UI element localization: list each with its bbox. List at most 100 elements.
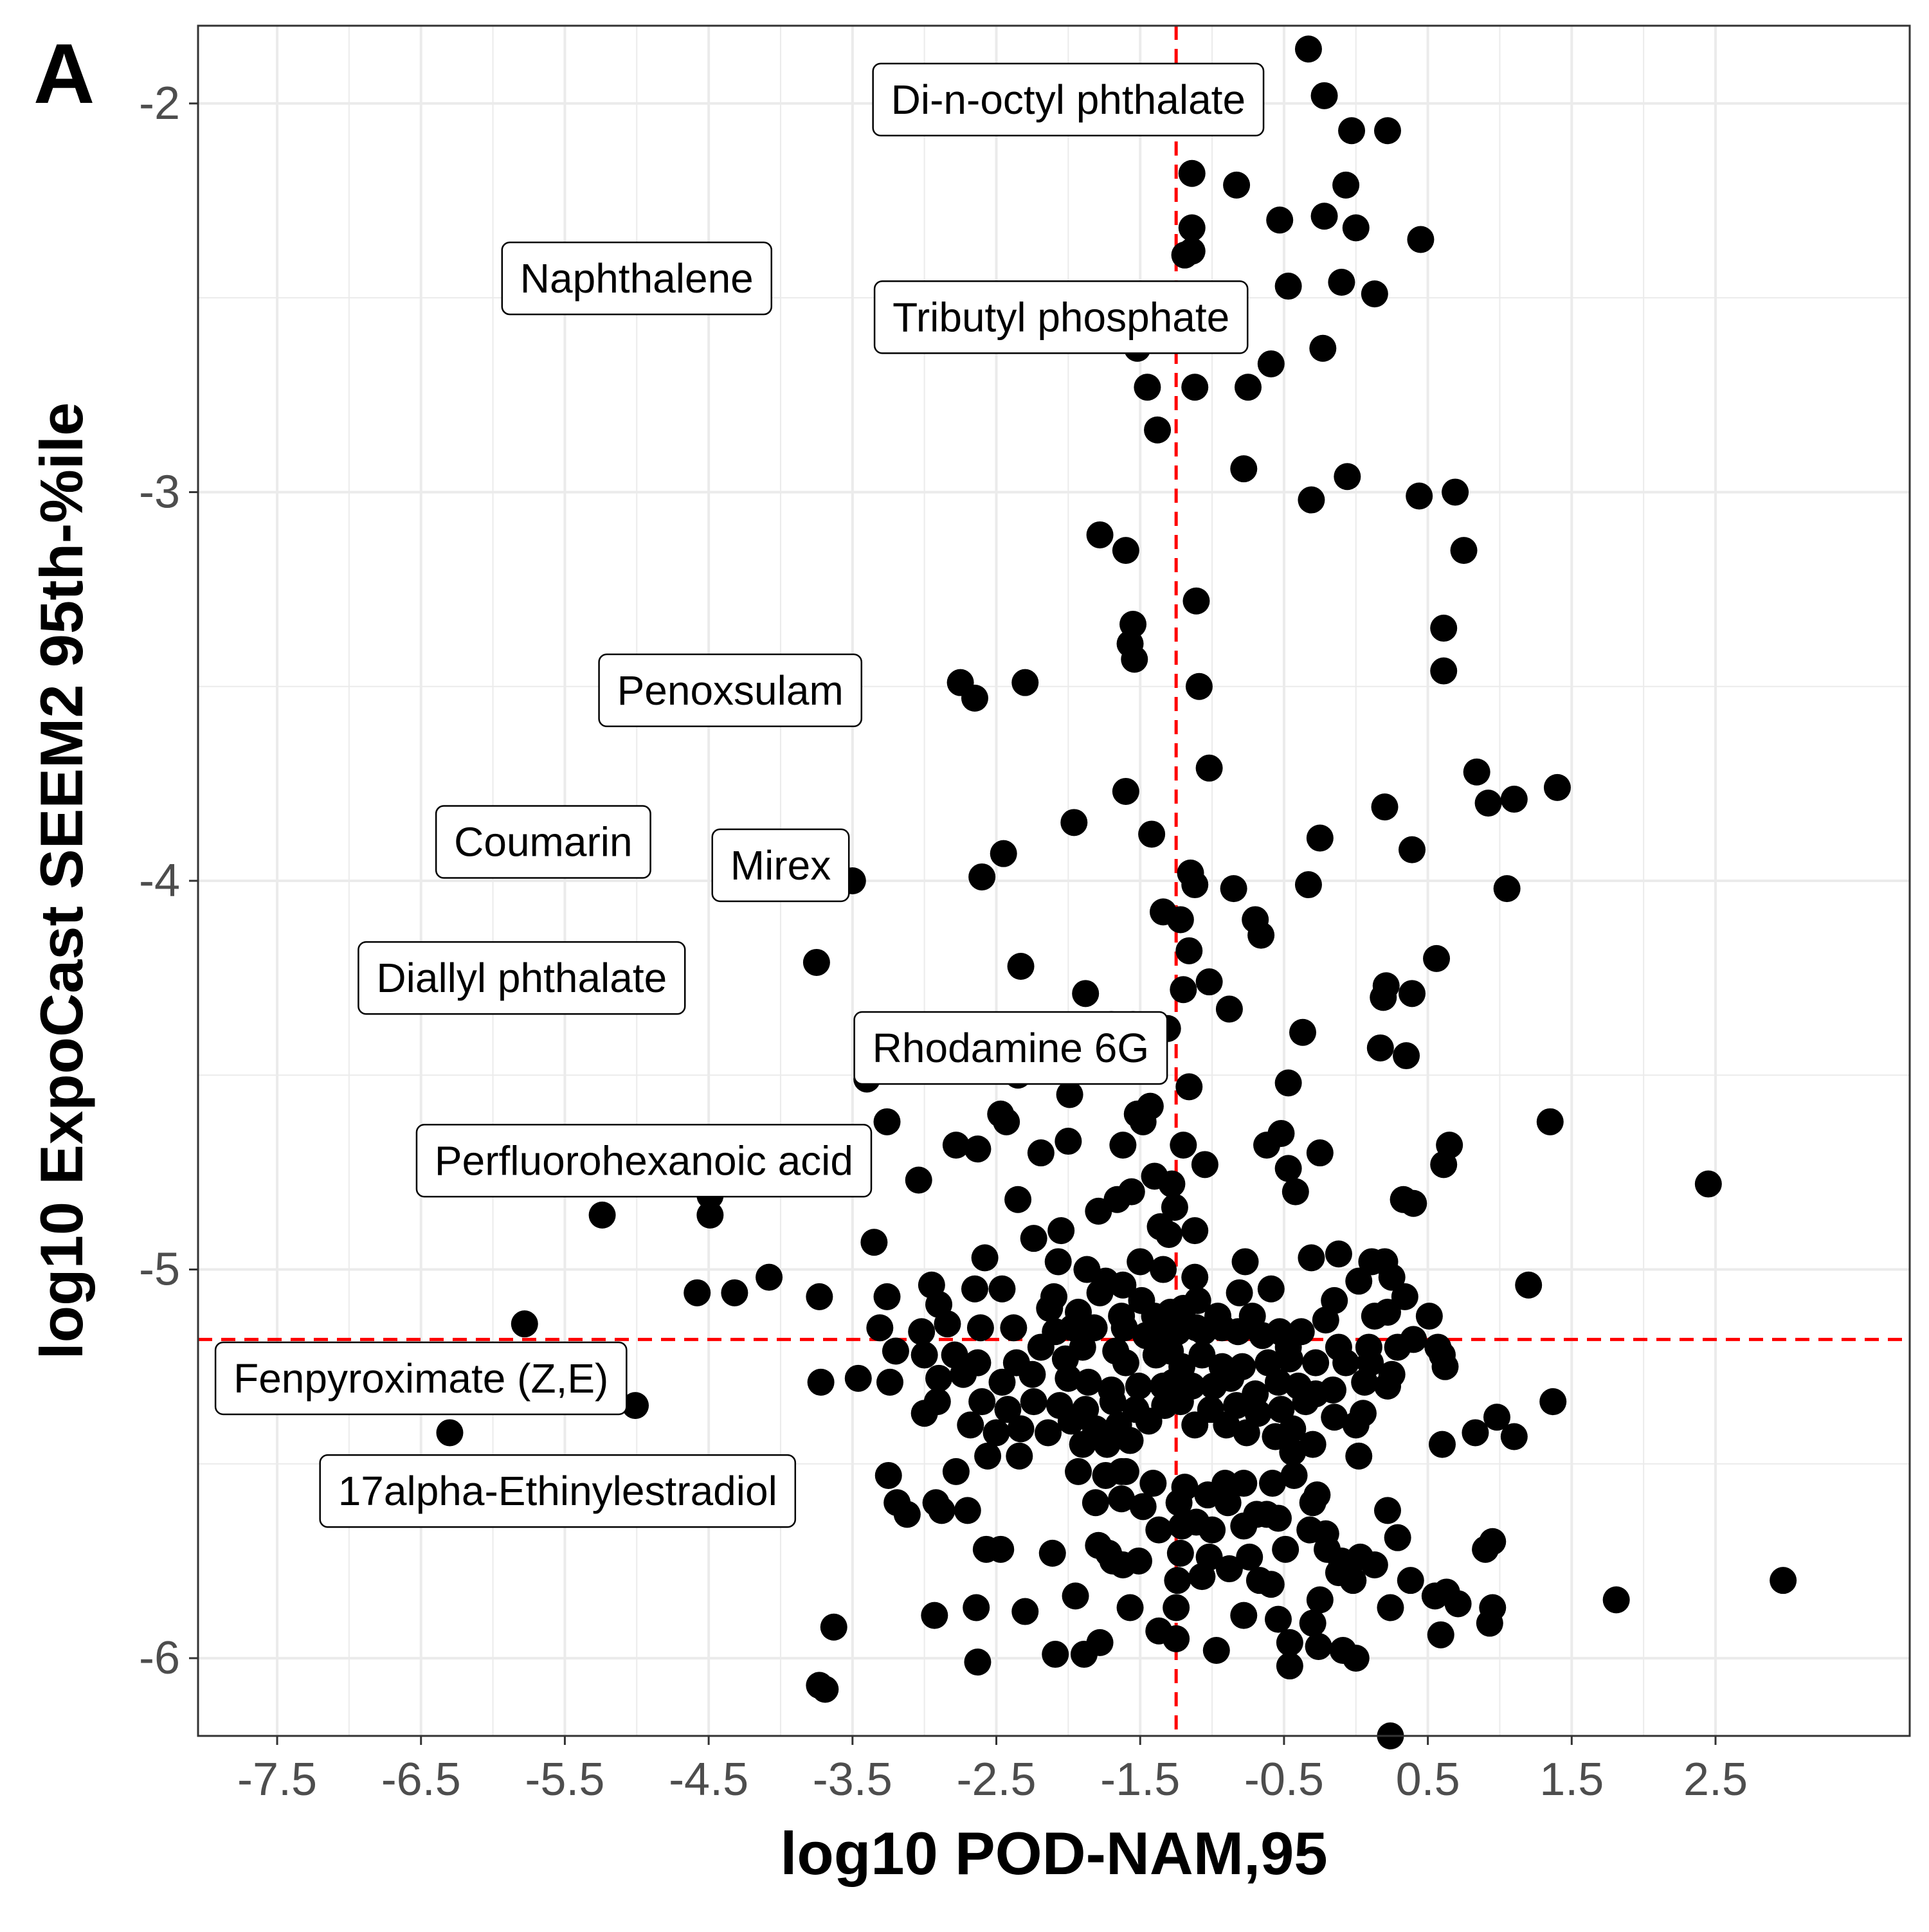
data-point	[436, 1419, 464, 1447]
data-point	[1400, 1326, 1427, 1353]
data-point	[1181, 1217, 1209, 1245]
data-point	[1223, 171, 1251, 199]
data-point	[1145, 1617, 1173, 1645]
data-point	[866, 1314, 894, 1342]
data-point	[1164, 1567, 1191, 1594]
data-point	[1112, 537, 1139, 564]
data-point	[1178, 159, 1206, 187]
data-point	[1055, 1128, 1082, 1155]
data-point	[1020, 1388, 1047, 1416]
x-tick-label: -5.5	[525, 1754, 604, 1805]
data-point	[1406, 482, 1433, 510]
data-point	[820, 1613, 847, 1641]
data-point	[1310, 82, 1338, 109]
data-point	[1185, 673, 1213, 700]
data-point	[1086, 521, 1114, 548]
data-point	[1035, 1419, 1062, 1447]
data-point	[1215, 995, 1243, 1023]
data-point	[968, 863, 996, 890]
data-point	[966, 1314, 994, 1342]
data-point	[934, 1310, 961, 1338]
data-point	[1543, 773, 1571, 801]
annotation-box	[214, 1341, 628, 1416]
data-point	[1298, 486, 1325, 514]
data-point	[1214, 1489, 1242, 1517]
data-point	[1181, 1263, 1209, 1291]
data-point	[1121, 646, 1148, 673]
data-point	[1377, 1594, 1404, 1621]
data-point	[987, 1100, 1015, 1128]
data-point	[1462, 1419, 1489, 1447]
data-point	[1430, 657, 1458, 685]
data-point	[1342, 1645, 1370, 1672]
data-point	[1272, 1535, 1300, 1563]
data-point	[1378, 1263, 1406, 1291]
data-point	[1170, 976, 1197, 1004]
data-point	[1082, 1489, 1109, 1517]
data-point	[1407, 226, 1435, 253]
data-point	[1202, 1637, 1230, 1664]
data-point	[1257, 1571, 1285, 1598]
data-point	[1069, 1431, 1096, 1458]
x-tick-label: -3.5	[813, 1754, 892, 1805]
data-point	[1279, 1415, 1307, 1443]
data-point	[1423, 944, 1451, 972]
annotation-text: Di-n-octyl phthalate	[891, 77, 1245, 123]
data-point	[1020, 1225, 1047, 1252]
data-point	[961, 1275, 988, 1303]
data-point	[1112, 1458, 1139, 1485]
data-point	[1056, 1081, 1083, 1108]
annotation-text: Fenpyroximate (Z,E)	[233, 1355, 608, 1402]
data-point	[1276, 1629, 1303, 1656]
data-point	[1110, 1314, 1138, 1342]
data-point	[1027, 1333, 1055, 1361]
data-point	[588, 1201, 616, 1229]
data-point	[1289, 1018, 1316, 1046]
data-point	[1400, 1189, 1427, 1217]
data-point	[1099, 1388, 1127, 1416]
data-point	[684, 1279, 711, 1306]
data-point	[1158, 1170, 1186, 1198]
data-point	[1515, 1271, 1543, 1299]
data-point	[1080, 1314, 1108, 1342]
data-point	[1500, 1423, 1528, 1450]
data-point	[1139, 1470, 1167, 1497]
data-point	[1373, 1372, 1401, 1400]
data-point	[1065, 1458, 1092, 1485]
data-point	[1428, 1431, 1456, 1458]
annotation-box	[501, 241, 773, 316]
annotation-label: 17alpha-Ethinylestradiol	[319, 1454, 797, 1528]
data-points	[436, 35, 1797, 1749]
data-point	[1109, 1132, 1137, 1159]
data-point	[1166, 1388, 1194, 1416]
annotation-label: Di-n-octyl phthalate	[872, 62, 1265, 137]
data-point	[1259, 1470, 1287, 1497]
data-point	[1135, 1407, 1163, 1435]
data-point	[1476, 1609, 1503, 1637]
data-point	[1294, 35, 1322, 63]
annotation-label: Rhodamine 6G	[853, 1011, 1168, 1085]
data-point	[1195, 968, 1223, 996]
data-point	[1694, 1170, 1722, 1198]
x-tick-label: 1.5	[1539, 1754, 1604, 1805]
data-point	[1230, 1512, 1258, 1540]
data-point	[882, 1337, 909, 1365]
data-point	[1306, 1586, 1334, 1614]
annotation-text: 17alpha-Ethinylestradiol	[338, 1468, 777, 1514]
data-point	[1125, 1547, 1152, 1575]
data-point	[1305, 1632, 1332, 1660]
annotation-label: Penoxsulam	[598, 653, 863, 728]
y-tick-label: -4	[139, 855, 180, 907]
data-point	[1019, 1360, 1046, 1388]
data-point	[1373, 1299, 1401, 1326]
data-point	[1399, 980, 1426, 1007]
x-tick-label: -1.5	[1100, 1754, 1180, 1805]
data-point	[1144, 416, 1172, 444]
data-point	[1247, 921, 1275, 949]
data-point	[1040, 1283, 1067, 1310]
data-point	[1155, 1221, 1182, 1249]
y-tick-label: -5	[139, 1244, 180, 1296]
data-point	[1230, 1470, 1258, 1497]
data-point	[928, 1497, 955, 1524]
annotation-box	[711, 828, 850, 903]
